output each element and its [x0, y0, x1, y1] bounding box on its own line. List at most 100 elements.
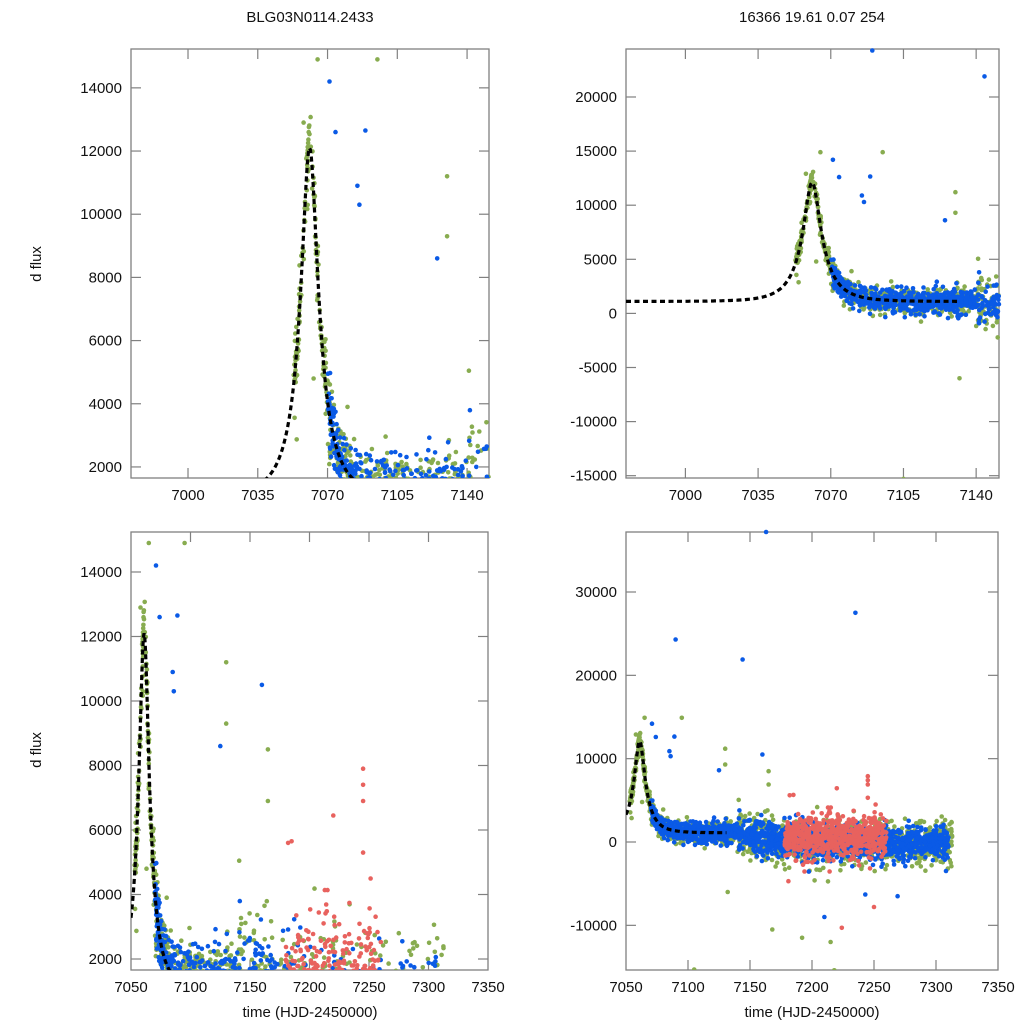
- data-point-blue: [450, 477, 455, 478]
- data-point-blue: [387, 468, 393, 474]
- data-point-blue: [441, 465, 447, 471]
- data-point-blue: [265, 957, 270, 963]
- data-point-blue: [765, 856, 771, 861]
- data-point-blue: [224, 931, 230, 937]
- data-point-blue: [169, 955, 174, 961]
- data-point-green: [301, 120, 306, 125]
- data-point-green: [818, 149, 823, 155]
- x-tick-label: 7350: [471, 979, 504, 996]
- data-point-green: [770, 817, 776, 823]
- data-point-red: [332, 962, 338, 967]
- data-point-blue: [404, 959, 410, 964]
- data-point-red: [315, 972, 320, 977]
- data-point-green: [225, 945, 230, 950]
- data-point-red: [319, 970, 324, 975]
- data-point-blue: [991, 283, 996, 288]
- data-point-blue: [237, 965, 242, 970]
- data-point-green: [306, 124, 312, 130]
- data-point-blue: [985, 284, 990, 289]
- data-point-blue: [203, 972, 208, 977]
- data-point-blue: [399, 479, 404, 484]
- y-tick-label: 8000: [89, 757, 122, 774]
- data-point-blue: [268, 964, 274, 969]
- data-point-red: [333, 968, 339, 970]
- data-point-red: [332, 970, 337, 975]
- data-point-green: [832, 968, 837, 970]
- data-point-blue: [955, 301, 961, 307]
- data-point-green: [269, 935, 275, 940]
- data-point-blue: [830, 157, 836, 163]
- plot-area: [131, 540, 446, 977]
- data-point-blue: [466, 473, 472, 478]
- data-point-green: [208, 949, 213, 955]
- data-point-green: [890, 284, 896, 290]
- data-point-blue: [415, 477, 418, 478]
- data-point-blue: [979, 294, 985, 299]
- data-point-blue: [884, 287, 890, 293]
- data-point-blue: [355, 183, 360, 189]
- data-point-green: [425, 956, 431, 962]
- data-point-green: [235, 971, 240, 976]
- title-left: BLG03N0114.2433: [246, 9, 373, 26]
- x-tick-label: 7150: [233, 979, 266, 996]
- data-point-blue: [996, 293, 1001, 299]
- data-point-blue: [433, 954, 439, 960]
- data-point-blue: [162, 939, 168, 945]
- data-point-red: [373, 968, 378, 970]
- data-point-green: [841, 861, 847, 867]
- data-point-green: [755, 811, 760, 817]
- data-point-blue: [983, 289, 988, 295]
- data-point-blue: [838, 290, 844, 296]
- data-point-red: [340, 948, 346, 953]
- data-point-blue: [912, 307, 917, 313]
- data-point-blue: [995, 309, 1000, 315]
- data-point-blue: [963, 301, 969, 307]
- data-point-blue: [184, 952, 190, 957]
- data-point-blue: [175, 613, 180, 618]
- data-point-blue: [945, 315, 951, 321]
- data-point-blue: [247, 966, 253, 970]
- data-point-green: [628, 810, 633, 815]
- data-point-green: [740, 851, 746, 857]
- data-point-green: [237, 934, 243, 939]
- data-point-green: [342, 477, 346, 478]
- data-point-blue: [235, 950, 240, 955]
- data-point-blue: [842, 293, 847, 299]
- data-point-blue: [213, 926, 218, 932]
- data-point-blue: [400, 965, 405, 970]
- data-point-blue: [897, 302, 902, 308]
- data-point-blue: [882, 305, 888, 310]
- data-point-green: [226, 968, 231, 970]
- data-point-blue: [211, 948, 217, 954]
- data-point-red: [312, 960, 317, 966]
- data-point-green: [236, 971, 241, 976]
- panel-top-left: 7000 7035 7070 7105 714020004000600080001000…: [80, 48, 491, 504]
- data-point-blue: [996, 301, 1002, 307]
- data-point-blue: [257, 943, 263, 949]
- y-tick-label: 15000: [575, 143, 617, 160]
- plot-area: [626, 48, 1002, 478]
- data-point-red: [309, 971, 314, 976]
- data-point-blue: [445, 440, 451, 445]
- data-point-green: [444, 234, 450, 239]
- data-point-blue: [220, 970, 225, 975]
- data-point-blue: [963, 312, 969, 318]
- data-point-blue: [329, 410, 335, 416]
- data-point-blue: [169, 939, 174, 944]
- data-point-blue: [190, 941, 196, 947]
- data-point-blue: [899, 284, 904, 289]
- data-point-green: [179, 938, 184, 943]
- data-point-blue: [400, 939, 405, 944]
- data-point-green: [803, 171, 809, 177]
- data-point-red: [340, 969, 345, 970]
- data-point-green: [354, 478, 359, 483]
- data-point-blue: [397, 452, 403, 458]
- data-point-green: [431, 479, 436, 484]
- series-blue: [325, 79, 491, 484]
- data-point-blue: [867, 174, 873, 179]
- data-point-blue: [364, 468, 370, 473]
- data-point-red: [346, 941, 352, 946]
- data-point-green: [142, 599, 147, 605]
- data-point-blue: [341, 435, 347, 441]
